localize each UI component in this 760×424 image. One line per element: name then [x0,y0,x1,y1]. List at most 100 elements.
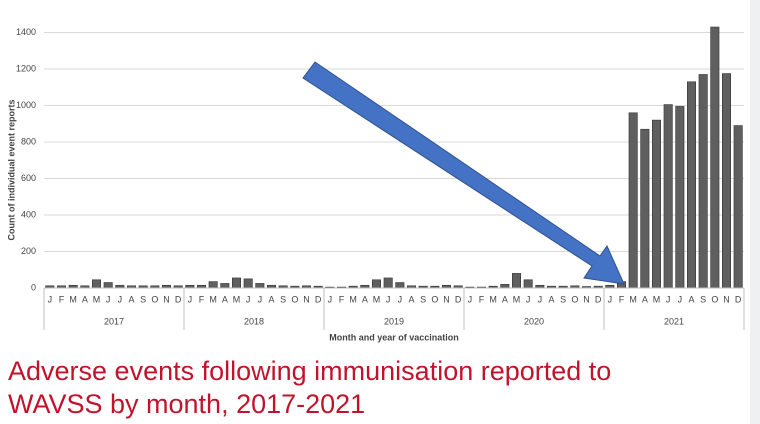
x-tick-label: A [82,294,88,304]
x-tick-label: S [280,294,286,304]
y-tick-label: 800 [21,136,36,146]
x-tick-label: A [548,294,554,304]
bar [92,279,102,289]
y-tick-label: 0 [31,282,36,292]
x-tick-label: S [140,294,146,304]
y-tick-label: 1000 [16,100,36,110]
x-tick-label: A [128,294,134,304]
x-tick-label: A [268,294,274,304]
x-tick-label: J [118,294,123,304]
x-tick-label: A [502,294,508,304]
x-tick-label: F [339,294,345,304]
y-axis-title: Count of individual event reports [6,99,16,240]
x-tick-label: M [209,294,217,304]
y-tick-label: 200 [21,246,36,256]
annotation-layer [302,61,625,285]
x-tick-label: S [560,294,566,304]
x-tick-label: J [468,294,473,304]
bar [523,279,533,289]
group-label: 2019 [384,316,404,326]
x-tick-label: D [175,294,182,304]
x-tick-label: J [526,294,531,304]
x-tick-label: F [479,294,485,304]
bar [675,106,685,289]
x-tick-label: D [455,294,462,304]
x-tick-label: S [420,294,426,304]
x-tick-label: M [489,294,497,304]
bar [733,125,743,289]
x-tick-label: O [711,294,718,304]
x-axis-title: Month and year of vaccination [329,332,459,342]
group-label: 2020 [524,316,544,326]
x-tick-label: D [315,294,322,304]
x-tick-label: M [93,294,101,304]
y-tick-label: 400 [21,209,36,219]
y-tick-label: 600 [21,173,36,183]
bar [220,283,230,289]
x-tick-label: F [619,294,625,304]
bar [628,112,638,289]
x-tick-label: M [373,294,381,304]
x-tick-label: A [362,294,368,304]
x-tick-label: M [653,294,661,304]
x-tick-label: M [233,294,241,304]
x-tick-label: J [106,294,111,304]
group-label: 2021 [664,316,684,326]
bar [511,273,521,289]
group-label: 2018 [244,316,264,326]
x-tick-label: F [199,294,205,304]
x-tick-label: O [291,294,298,304]
bar [255,283,265,289]
x-tick-label: M [349,294,357,304]
arrow [302,61,625,285]
bar [721,73,731,289]
x-tick-label: A [688,294,694,304]
x-tick-label: J [48,294,53,304]
x-tick-label: A [222,294,228,304]
x-tick-label: J [246,294,251,304]
bar [710,26,720,289]
x-tick-label: O [571,294,578,304]
bar [383,277,393,289]
bar [640,128,650,289]
x-tick-label: M [629,294,637,304]
x-tick-label: J [386,294,391,304]
bar [698,74,708,289]
x-tick-label: M [69,294,77,304]
bar [232,277,242,289]
bar [651,119,661,289]
bar [395,282,405,289]
x-tick-label: J [258,294,263,304]
bar [208,281,218,289]
x-tick-label: J [538,294,543,304]
x-tick-label: A [408,294,414,304]
x-tick-label: N [443,294,450,304]
bar [500,284,510,289]
caption-line: Adverse events following immunisation re… [8,356,611,386]
x-tick-label: F [59,294,65,304]
x-tick-label: N [583,294,590,304]
x-tick-label: M [513,294,521,304]
bar [103,282,113,289]
x-tick-label: S [700,294,706,304]
x-tick-label: J [328,294,333,304]
x-tick-label: J [398,294,403,304]
x-tick-label: N [723,294,730,304]
x-tick-label: O [151,294,158,304]
y-tick-label: 1200 [16,63,36,73]
bar [243,278,253,289]
x-tick-label: D [735,294,742,304]
group-label: 2017 [104,316,124,326]
bar [663,104,673,289]
side-strip [750,0,760,424]
x-tick-label: J [678,294,683,304]
x-tick-label: N [303,294,310,304]
x-tick-label: J [608,294,613,304]
y-tick-label: 1400 [16,27,36,37]
x-tick-label: O [431,294,438,304]
bar [371,279,381,289]
bar [686,81,696,289]
x-tick-label: J [188,294,193,304]
x-tick-label: D [595,294,602,304]
